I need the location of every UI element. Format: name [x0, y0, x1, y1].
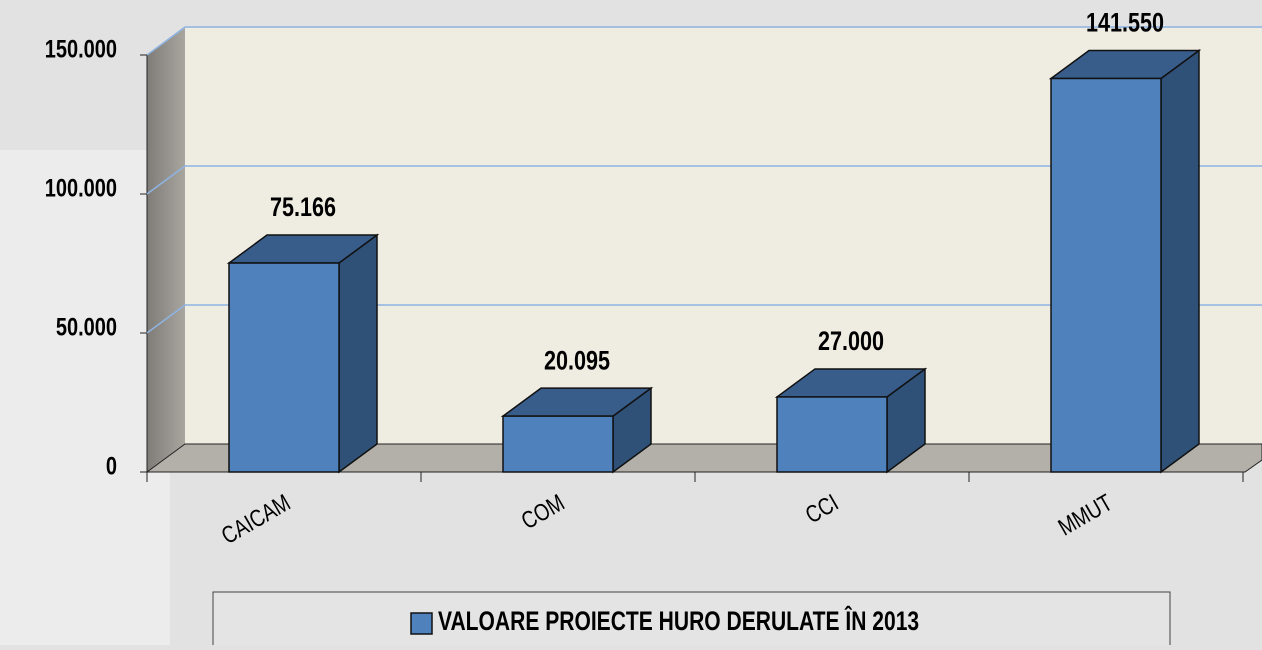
grid-line [146, 304, 186, 334]
value-label: 27.000 [818, 327, 884, 357]
value-label: 75.166 [270, 193, 336, 223]
bar [502, 415, 614, 473]
value-label: 141.550 [1086, 8, 1164, 38]
value-label: 20.095 [544, 346, 610, 376]
grid-line [146, 165, 186, 195]
watermark [0, 150, 170, 645]
y-tick-label: 0 [106, 453, 117, 481]
y-tick-label: 150.000 [45, 36, 117, 64]
side-wall [147, 28, 185, 472]
y-tick-label: 100.000 [45, 175, 117, 203]
legend-label: VALOARE PROIECTE HURO DERULATE ÎN 2013 [438, 606, 919, 637]
grid-line [146, 26, 186, 56]
bar-side [1160, 49, 1200, 474]
bar [776, 396, 888, 473]
bar [228, 262, 340, 473]
back-wall [185, 28, 1262, 444]
bar-side [338, 233, 378, 474]
y-tick-label: 50.000 [56, 314, 117, 342]
legend [212, 591, 1171, 650]
legend-swatch [410, 612, 433, 635]
bar [1050, 77, 1162, 473]
